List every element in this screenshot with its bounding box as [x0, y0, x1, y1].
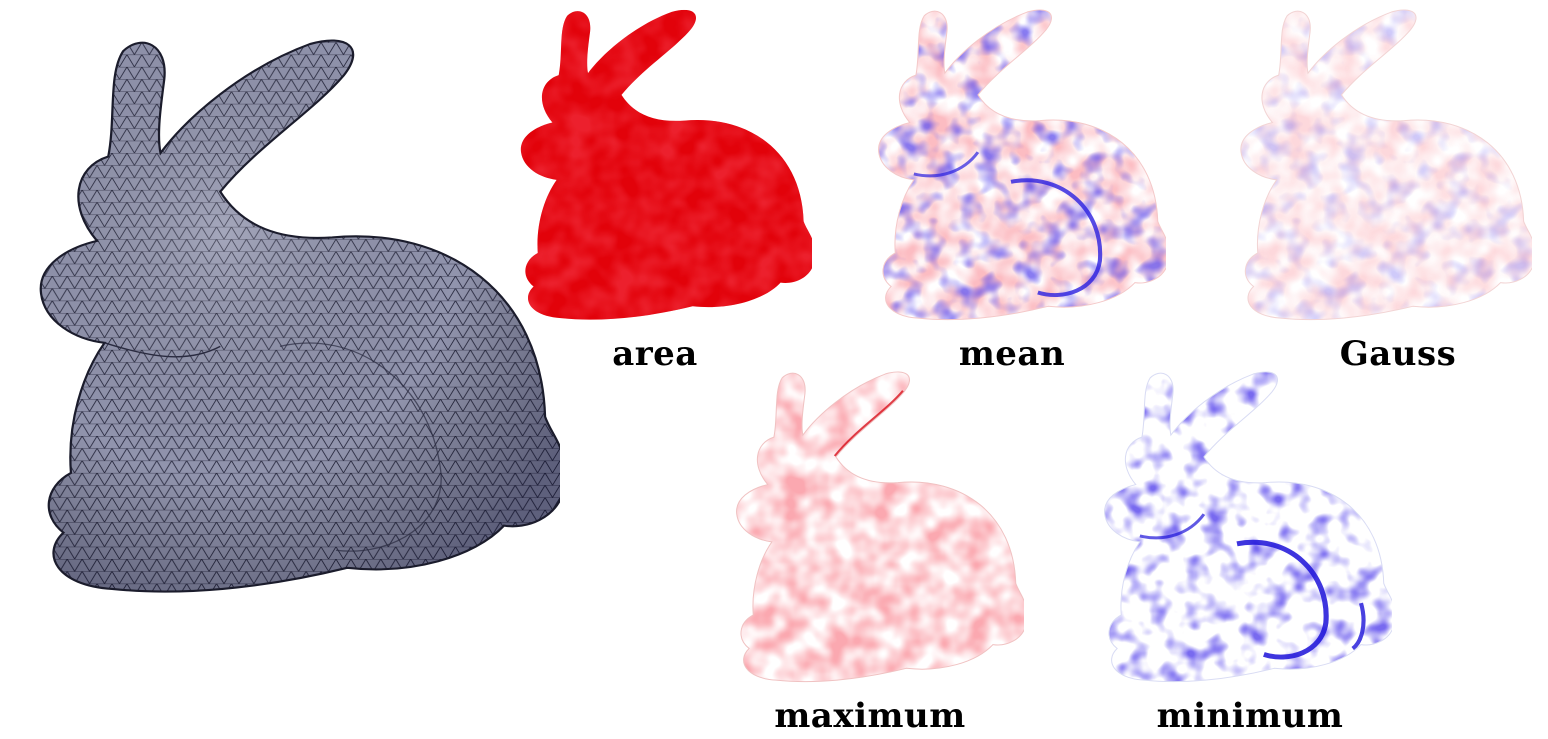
mesh-bunny-render: [0, 30, 560, 610]
panel-area: [498, 4, 812, 330]
panel-gauss: [1218, 4, 1532, 330]
panel-maximum: [714, 366, 1024, 692]
caption-mean: mean: [958, 334, 1066, 374]
caption-maximum: maximum: [774, 696, 966, 736]
panel-minimum: [1082, 366, 1392, 692]
caption-gauss: Gauss: [1339, 334, 1457, 374]
panel-mean: [856, 4, 1166, 330]
caption-minimum: minimum: [1156, 696, 1344, 736]
caption-area: area: [612, 334, 698, 374]
